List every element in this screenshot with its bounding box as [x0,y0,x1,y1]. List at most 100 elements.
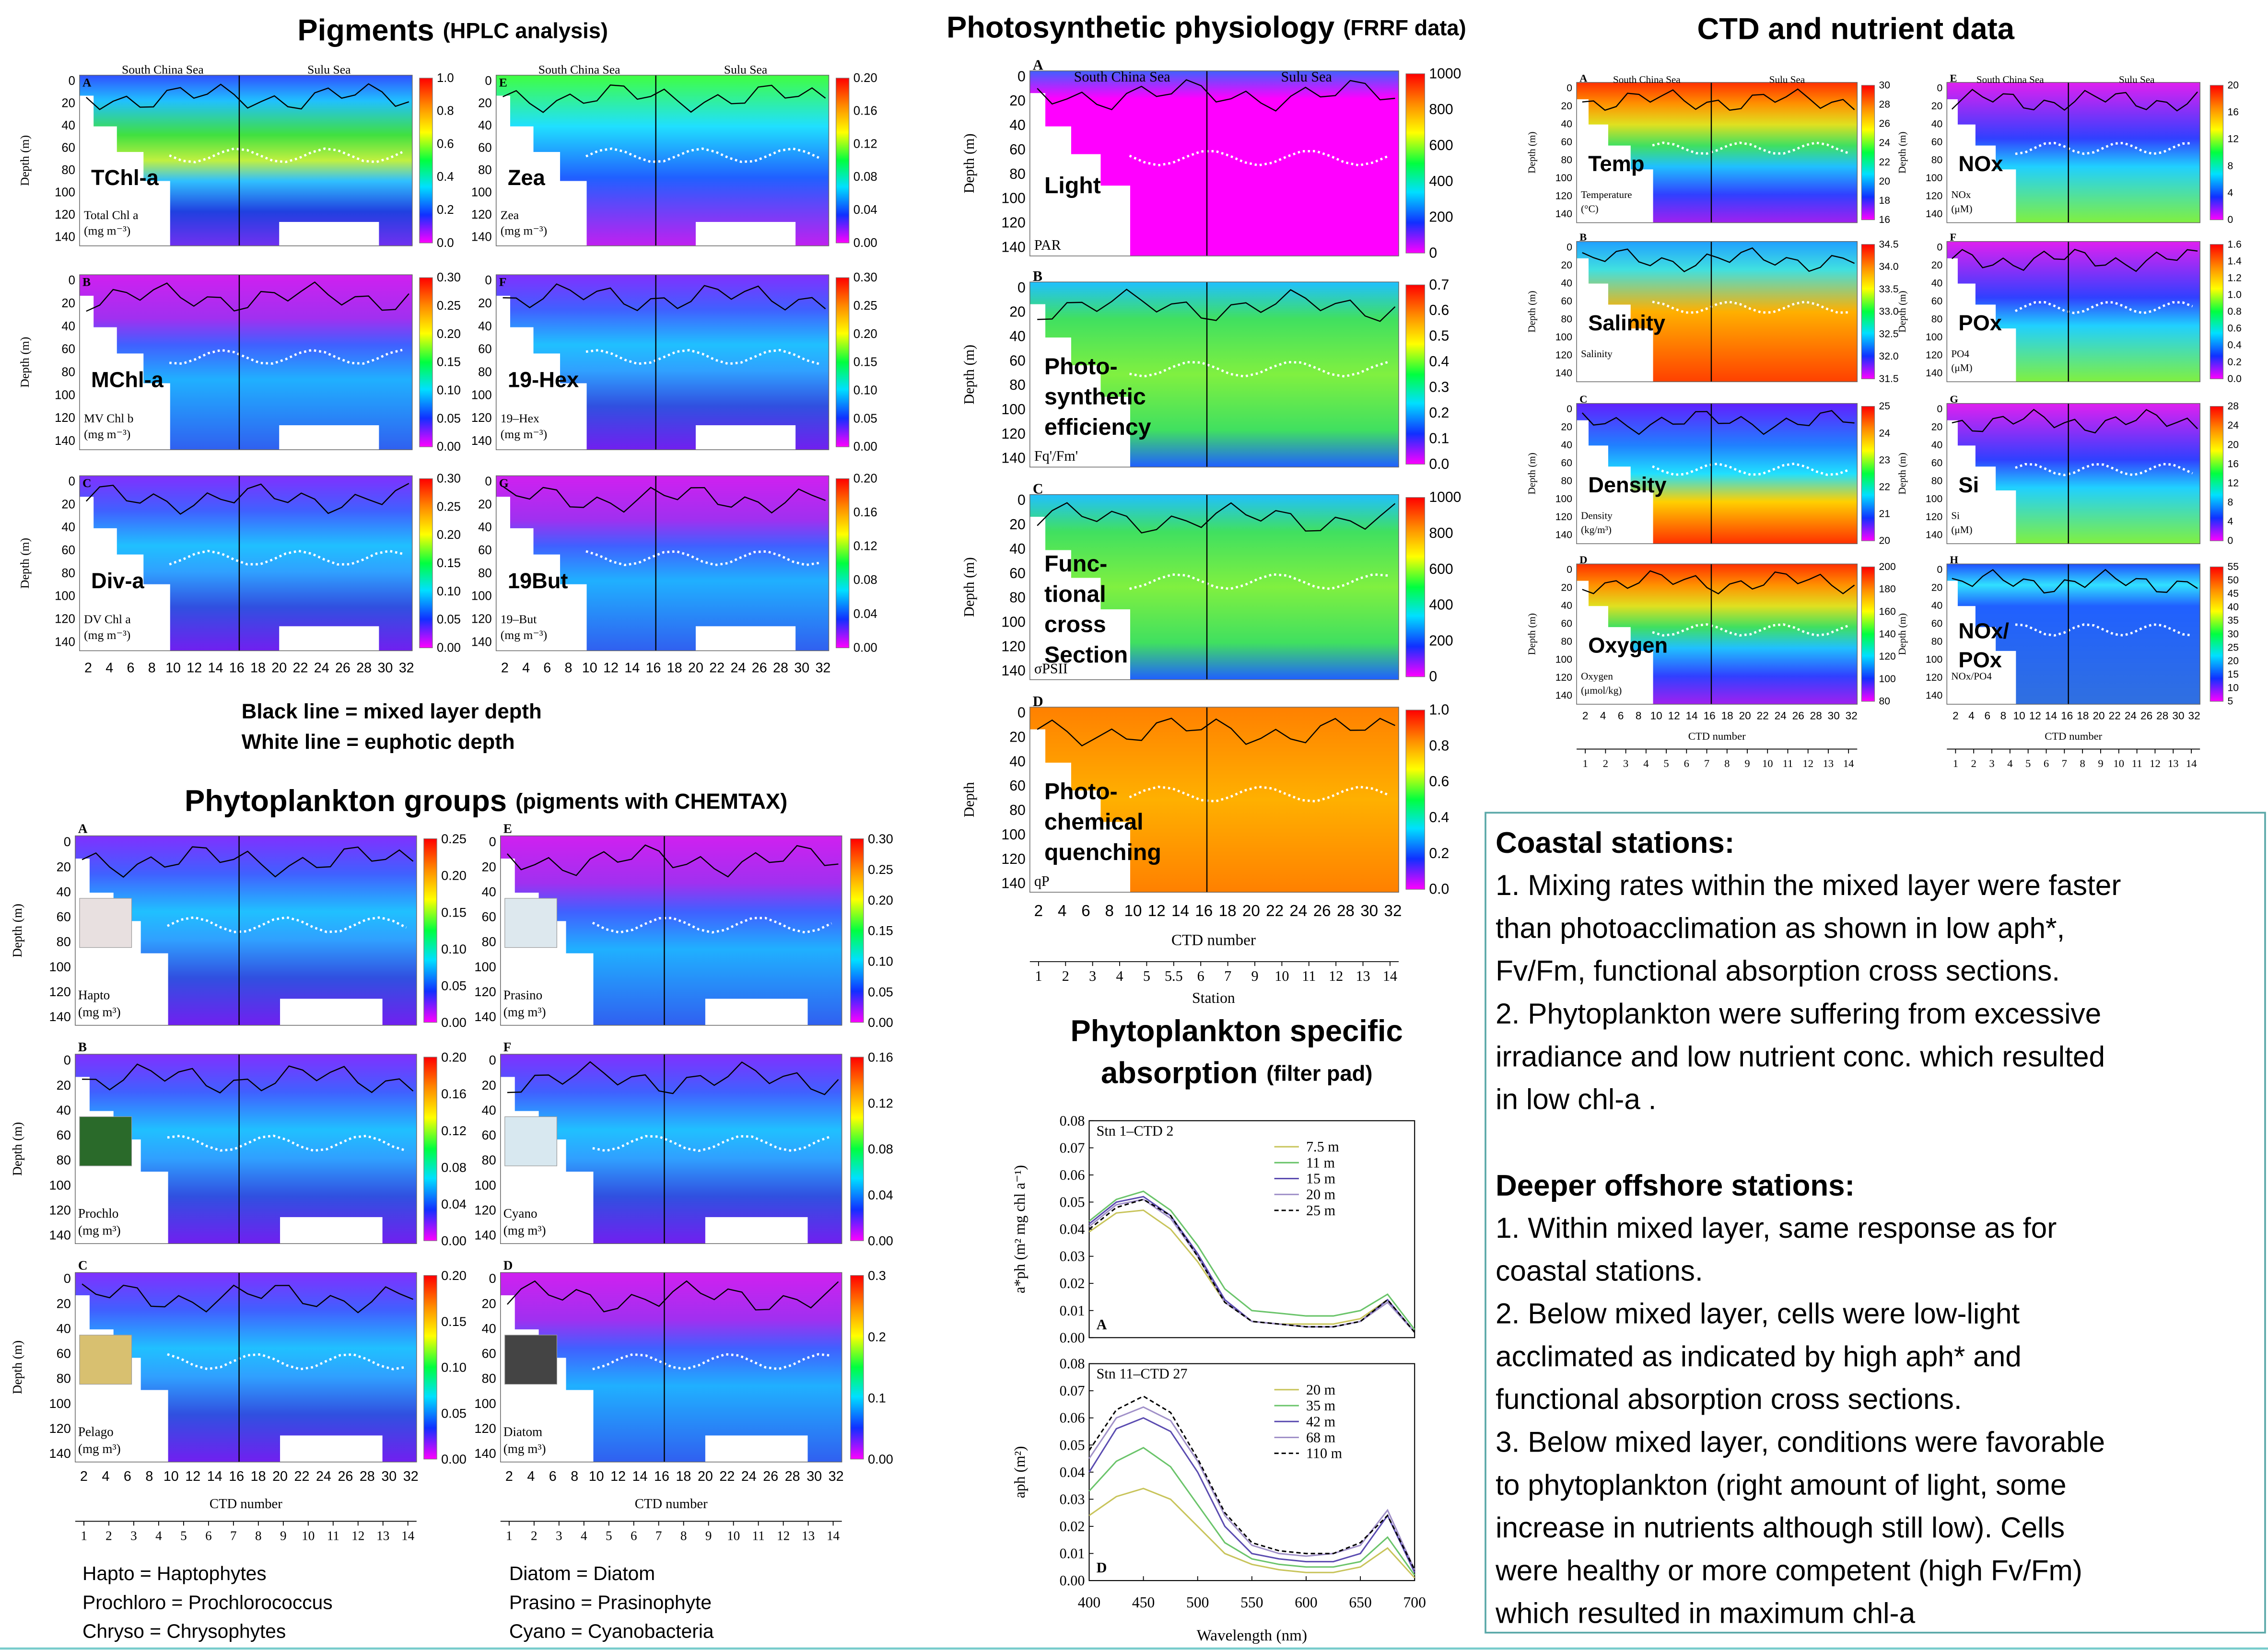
x-tick-label: 500 [1186,1594,1209,1611]
legend-note: Black line = mixed layer depth [242,700,542,723]
colorbar-label: 0.16 [853,105,877,118]
panel-letter: A [82,75,92,89]
colorbar-label: 22 [1879,157,1890,168]
depth-tick-label: 100 [55,186,75,199]
station-tick-label: 11 [1302,968,1316,984]
depth-tick-label: 0 [1017,705,1026,721]
depth-tick-label: 120 [1555,190,1572,201]
plot-frame [1089,1121,1415,1337]
depth-tick-label: 60 [61,141,75,155]
depth-tick-label: 60 [1561,137,1572,148]
colorbar-label: 8 [2228,497,2233,508]
ctd-tick-label: 30 [1360,902,1378,920]
ctd-tick-label: 2 [1034,902,1043,920]
panel-letter: B [1579,231,1587,243]
depth-tick-label: 100 [471,388,492,402]
depth-tick-label: 40 [1009,541,1026,557]
colorbar [424,839,437,1023]
depth-tick-label: 0 [69,475,75,488]
ctd-tick-label: 2 [501,661,509,676]
colorbar-label: 0.00 [868,1015,893,1030]
axis-title: Depth (m) [1526,613,1538,655]
seafloor-mask [279,222,379,246]
colorbar-label: 16 [2228,458,2239,469]
depth-tick-label: 20 [57,1296,71,1311]
colorbar-label: 0.7 [1429,277,1449,293]
colorbar [424,1276,437,1459]
seafloor-mask [140,1390,168,1462]
seafloor-mask [143,383,170,450]
depth-tick-label: 0 [64,1053,71,1068]
colorbar [836,78,849,243]
colorbar-label: 1000 [1429,66,1461,81]
depth-tick-label: 140 [49,1009,71,1024]
cell-image [505,898,557,948]
panel-unit: (μmol/kg) [1581,685,1622,696]
ctd-tick-label: 32 [399,661,414,676]
station-tick-label: 9 [705,1529,712,1543]
panel-unit: (μM) [1951,362,1972,373]
depth-tick-label: 80 [1931,476,1942,487]
colorbar-label: 0.12 [853,540,877,553]
ctd-tick-label: 26 [1313,902,1331,920]
colorbar-label: 1.2 [2228,272,2242,283]
y-tick-label: 0.02 [1060,1518,1085,1535]
colorbar-label: 200 [1429,209,1453,225]
legend-label: 7.5 m [1306,1139,1339,1155]
station-tick-label: 10 [1762,757,1773,769]
ctd-tick-label: 12 [2029,710,2041,722]
depth-tick-label: 40 [1561,118,1572,129]
depth-tick-label: 60 [1009,566,1026,581]
station-tick-label: 12 [1802,757,1813,769]
panel-letter: E [1950,72,1957,84]
colorbar-label: 22 [1879,481,1890,492]
station-tick-label: 13 [1823,757,1834,769]
depth-tick-label: 120 [474,984,496,999]
depth-tick-label: 80 [57,1371,71,1386]
page: { "common":{"depth_label":"Depth (m)","d… [0,0,2268,1651]
colorbar-label: 18 [1879,195,1890,206]
depth-tick-label: 80 [1931,636,1942,647]
station-tick-label: 6 [205,1529,212,1543]
depth-tick-label: 0 [1937,564,1943,575]
axis-title: Depth (m) [1526,291,1538,332]
ctd-tick-label: 6 [124,1469,131,1484]
depth-tick-label: 120 [1001,426,1025,442]
panel-unit: (mg m⁻³) [501,427,547,441]
notes-line: than photoacclimation as shown in low ap… [1496,911,2065,944]
ctd-tick-label: 24 [1289,902,1307,920]
panel-caption: Salinity [1581,348,1613,360]
depth-tick-label: 80 [478,567,492,580]
colorbar-label: 160 [1879,606,1896,617]
panel-letter: F [1950,231,1956,243]
panel-unit: (mg m⁻³) [501,223,547,237]
colorbar-label: 0.15 [441,905,467,919]
depth-tick-label: 120 [471,411,492,425]
depth-tick-label: 60 [1009,142,1026,158]
colorbar-label: 0.6 [437,137,454,151]
colorbar-label: 0.04 [868,1187,893,1202]
legend-note: Cyano = Cyanobacteria [509,1620,714,1642]
axis-title: Depth [961,782,977,817]
colorbar-label: 0.20 [868,893,893,907]
depth-tick-label: 40 [1931,440,1942,451]
notes-line: 2. Below mixed layer, cells were low-lig… [1496,1297,2020,1330]
station-tick-label: 3 [130,1529,137,1543]
station-tick-label: 11 [327,1529,339,1543]
seafloor-mask [1030,93,1045,256]
depth-tick-label: 20 [478,96,492,110]
title-main: absorption [1101,1056,1258,1090]
depth-tick-label: 100 [1555,332,1572,343]
ctd-tick-label: 10 [582,661,597,676]
depth-tick-label: 20 [1009,517,1026,533]
ctd-tick-label: 24 [731,661,746,676]
seafloor-mask [280,1217,383,1244]
axis-title: Depth (m) [1896,453,1908,494]
station-tick-label: 5 [1143,968,1150,984]
station-tick-label: 9 [1744,757,1750,769]
notes-line: increase in nutrients although still low… [1496,1511,2065,1544]
station-tick-label: 6 [1684,757,1689,769]
station-tick-label: 2 [531,1529,538,1543]
depth-tick-label: 80 [478,366,492,379]
station-tick-label: 5 [606,1529,612,1543]
